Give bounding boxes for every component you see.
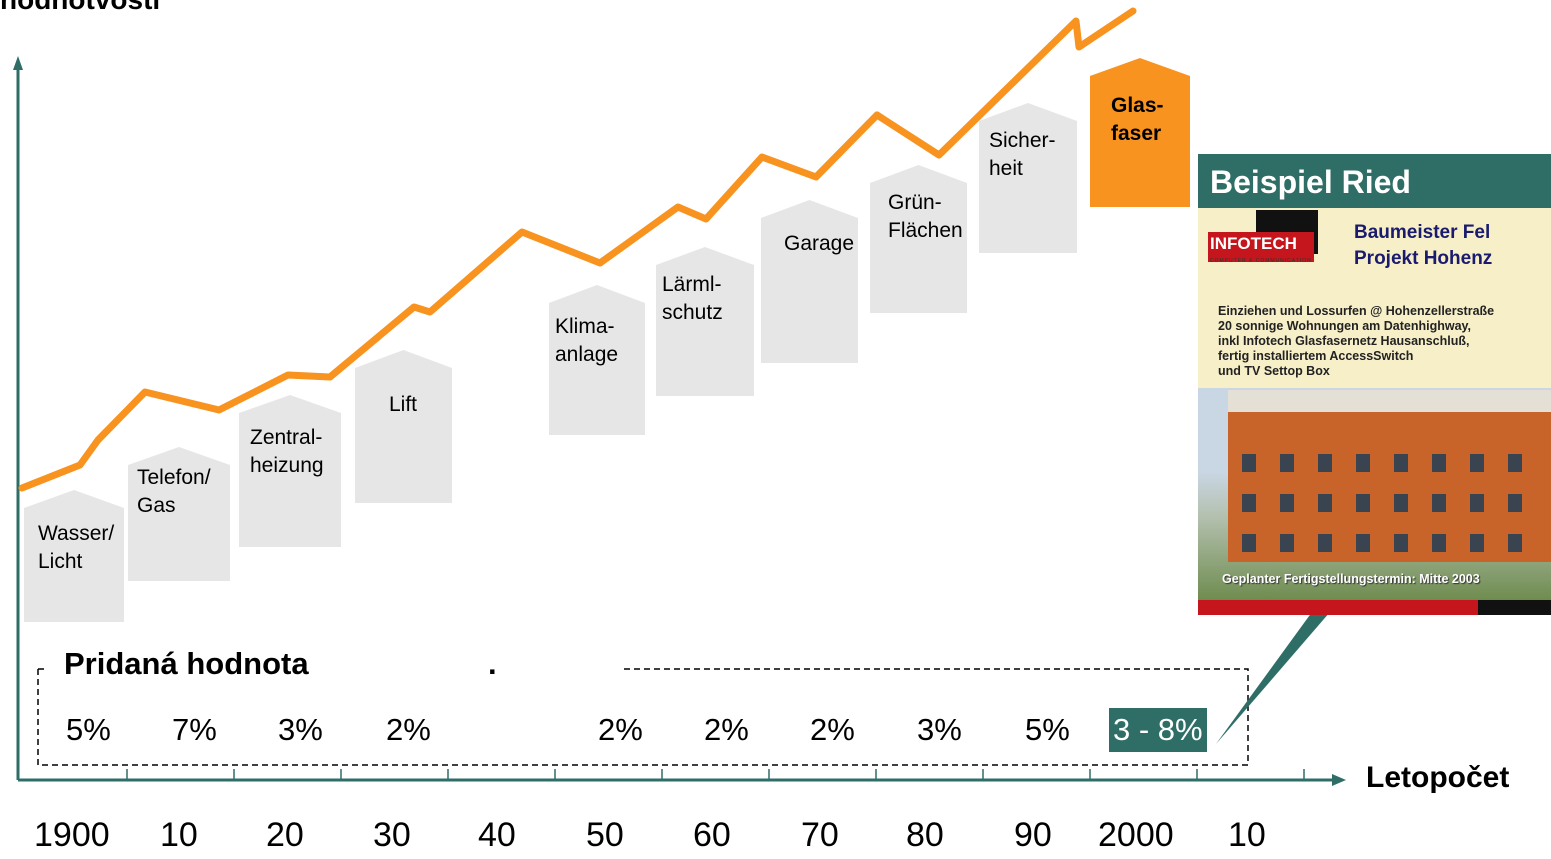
value-label: 5% <box>66 712 111 747</box>
x-tick-label: 80 <box>906 816 944 854</box>
house-label: Wasser/ Licht <box>38 522 115 573</box>
house-shape <box>1090 58 1190 207</box>
window-shape <box>1356 454 1370 472</box>
inset-title: Beispiel Ried <box>1198 154 1551 208</box>
chart-title: hodnotvosti <box>0 0 160 16</box>
house-label: Klima- anlage <box>555 315 619 366</box>
value-label: 3% <box>278 712 323 747</box>
project-text: Baumeister Fel Projekt Hohenz <box>1354 222 1493 269</box>
footer-bar-red <box>1198 600 1478 615</box>
house-label: Zentral- heizung <box>250 426 324 477</box>
x-tick-label: 2000 <box>1098 816 1174 854</box>
window-shape <box>1242 454 1256 472</box>
value-label: 2% <box>386 712 431 747</box>
x-tick-label: 1900 <box>34 816 110 854</box>
project-description: Einziehen und Lossurfen @ Hohenzellerstr… <box>1218 304 1495 378</box>
window-shape <box>1470 534 1484 552</box>
x-axis-arrow <box>1332 774 1346 786</box>
window-shape <box>1432 494 1446 512</box>
window-shape <box>1394 454 1408 472</box>
trend-line <box>18 7 1137 492</box>
window-shape <box>1508 494 1522 512</box>
value-label: 2% <box>598 712 643 747</box>
x-tick-label: 90 <box>1014 816 1052 854</box>
house-shape <box>24 490 124 622</box>
window-shape <box>1470 454 1484 472</box>
window-shape <box>1280 454 1294 472</box>
callout-pointer <box>1216 612 1330 744</box>
value-label: 3% <box>917 712 962 747</box>
x-tick-label: 70 <box>801 816 839 854</box>
house-shape <box>870 165 967 313</box>
x-tick-label: 40 <box>478 816 516 854</box>
window-shape <box>1432 534 1446 552</box>
logo-block-red <box>1208 232 1314 262</box>
window-shape <box>1508 534 1522 552</box>
window-shape <box>1470 494 1484 512</box>
x-tick-label: 10 <box>160 816 198 854</box>
window-shape <box>1318 454 1332 472</box>
house-label: Glas- faser <box>1111 94 1164 145</box>
y-axis-arrow <box>13 56 23 70</box>
window-shape <box>1356 494 1370 512</box>
logo-subtext: COMPUTER & COMMUNICATION <box>1210 258 1312 264</box>
house-label: Lift <box>389 393 418 416</box>
window-shape <box>1356 534 1370 552</box>
section-dot: . <box>488 646 497 681</box>
value-label: 5% <box>1025 712 1070 747</box>
value-label: 2% <box>704 712 749 747</box>
house-label: Garage <box>784 232 855 255</box>
building-facade <box>1228 412 1551 562</box>
window-shape <box>1280 534 1294 552</box>
window-shape <box>1280 494 1294 512</box>
house-shape <box>656 247 754 396</box>
house-shape <box>128 447 230 581</box>
house-shape <box>761 200 858 363</box>
x-tick-label: 60 <box>693 816 731 854</box>
house-label: Grün- Flächen <box>888 191 963 242</box>
house-shape <box>355 350 452 503</box>
window-shape <box>1318 534 1332 552</box>
house-label: Sicher- heit <box>989 129 1056 180</box>
value-label: 3 - 8% <box>1109 708 1207 752</box>
completion-date: Geplanter Fertigstellungstermin: Mitte 2… <box>1222 572 1480 586</box>
house-label: Telefon/ Gas <box>137 466 211 517</box>
window-shape <box>1242 534 1256 552</box>
inset-card: Beispiel Ried INFOTECH COMPUTER & COMMUN… <box>1198 154 1551 615</box>
x-tick-label: 50 <box>586 816 624 854</box>
house-shape <box>239 395 341 547</box>
window-shape <box>1508 454 1522 472</box>
window-shape <box>1242 494 1256 512</box>
house-shape <box>979 103 1077 253</box>
x-tick-label: 20 <box>266 816 304 854</box>
window-shape <box>1394 534 1408 552</box>
house-shape <box>549 285 645 435</box>
logo-text: INFOTECH <box>1210 234 1297 253</box>
x-tick-label: 30 <box>373 816 411 854</box>
value-label: 2% <box>810 712 855 747</box>
window-shape <box>1394 494 1408 512</box>
value-label: 7% <box>172 712 217 747</box>
window-shape <box>1432 454 1446 472</box>
window-shape <box>1318 494 1332 512</box>
value-box <box>37 668 1249 766</box>
x-axis-label: Letopočet <box>1366 761 1510 794</box>
x-tick-label: 10 <box>1228 816 1266 854</box>
section-title: Pridaná hodnota <box>64 646 309 681</box>
footer-bar-black <box>1478 600 1551 615</box>
house-label: Lärml- schutz <box>662 273 723 324</box>
